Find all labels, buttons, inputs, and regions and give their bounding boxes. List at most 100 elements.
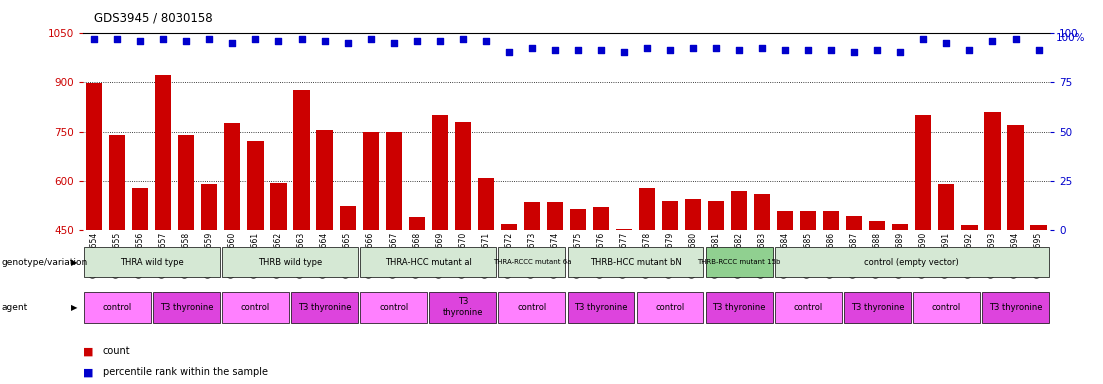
Point	[707, 45, 725, 51]
Point	[269, 38, 287, 44]
Point	[938, 40, 955, 46]
Point	[777, 47, 794, 53]
Point	[454, 35, 472, 41]
Point	[800, 47, 817, 53]
Bar	[501, 224, 517, 379]
Text: T3 thyronine: T3 thyronine	[713, 303, 765, 312]
Bar	[636, 292, 704, 323]
Bar	[1030, 225, 1047, 379]
Bar	[706, 247, 772, 277]
Bar	[846, 215, 863, 379]
Text: control: control	[103, 303, 132, 312]
Bar	[939, 184, 954, 379]
Bar	[685, 199, 702, 379]
Bar	[708, 201, 725, 379]
Bar	[844, 292, 911, 323]
Text: percentile rank within the sample: percentile rank within the sample	[103, 367, 268, 377]
Point	[914, 35, 932, 41]
Point	[85, 35, 103, 41]
Bar	[429, 292, 496, 323]
Point	[339, 40, 356, 46]
Bar	[270, 183, 287, 379]
Bar	[156, 76, 171, 379]
Bar	[361, 292, 427, 323]
Bar	[915, 115, 931, 379]
Bar	[222, 247, 358, 277]
Point	[315, 38, 333, 44]
Bar	[662, 201, 678, 379]
Bar	[361, 247, 496, 277]
Bar	[774, 292, 842, 323]
Point	[362, 35, 379, 41]
Bar	[431, 115, 448, 379]
Text: control: control	[240, 303, 270, 312]
Bar	[913, 292, 979, 323]
Point	[1030, 47, 1048, 53]
Point	[500, 50, 517, 56]
Bar	[547, 202, 563, 379]
Point	[639, 45, 656, 51]
Bar	[408, 217, 425, 379]
Text: 100%: 100%	[1056, 33, 1085, 43]
Text: control: control	[517, 303, 546, 312]
Bar	[982, 292, 1049, 323]
Point	[684, 45, 702, 51]
Point	[408, 38, 426, 44]
Text: count: count	[103, 346, 130, 356]
Bar	[454, 122, 471, 379]
Text: ▶: ▶	[71, 303, 77, 312]
Text: genotype/variation: genotype/variation	[1, 258, 87, 266]
Point	[868, 47, 886, 53]
Bar	[132, 188, 149, 379]
Bar	[109, 135, 126, 379]
Text: ■: ■	[83, 346, 94, 356]
Point	[592, 47, 610, 53]
Bar	[247, 141, 264, 379]
Point	[961, 47, 978, 53]
Point	[846, 50, 864, 56]
Text: THRA wild type: THRA wild type	[120, 258, 184, 266]
Bar	[1007, 125, 1024, 379]
Text: T3 thyronine: T3 thyronine	[298, 303, 352, 312]
Text: GDS3945 / 8030158: GDS3945 / 8030158	[94, 12, 213, 25]
Text: control: control	[655, 303, 685, 312]
Bar	[291, 292, 358, 323]
Bar	[774, 247, 1049, 277]
Bar	[499, 247, 565, 277]
Bar	[570, 209, 586, 379]
Point	[224, 40, 242, 46]
Bar	[962, 225, 977, 379]
Point	[891, 50, 909, 56]
Point	[178, 38, 195, 44]
Bar	[568, 247, 704, 277]
Text: T3
thyronine: T3 thyronine	[442, 298, 483, 317]
Point	[154, 35, 172, 41]
Point	[823, 47, 840, 53]
Text: agent: agent	[1, 303, 28, 312]
Point	[984, 38, 1002, 44]
Text: THRA-RCCC mutant 6a: THRA-RCCC mutant 6a	[493, 259, 571, 265]
Text: ■: ■	[83, 367, 94, 377]
Bar	[84, 247, 219, 277]
Text: control: control	[379, 303, 408, 312]
Point	[661, 47, 678, 53]
Bar	[386, 132, 401, 379]
Text: THRB-RCCC mutant 15b: THRB-RCCC mutant 15b	[697, 259, 781, 265]
Bar	[706, 292, 772, 323]
Point	[247, 35, 265, 41]
Bar	[317, 130, 333, 379]
Point	[385, 40, 403, 46]
Bar	[202, 184, 217, 379]
Bar	[984, 112, 1000, 379]
Point	[569, 47, 587, 53]
Bar	[499, 292, 565, 323]
Bar	[593, 207, 609, 379]
Bar	[524, 202, 539, 379]
Bar	[293, 90, 310, 379]
Bar	[823, 210, 839, 379]
Text: control: control	[793, 303, 823, 312]
Bar	[615, 229, 632, 379]
Bar	[478, 178, 494, 379]
Point	[292, 35, 310, 41]
Bar	[222, 292, 289, 323]
